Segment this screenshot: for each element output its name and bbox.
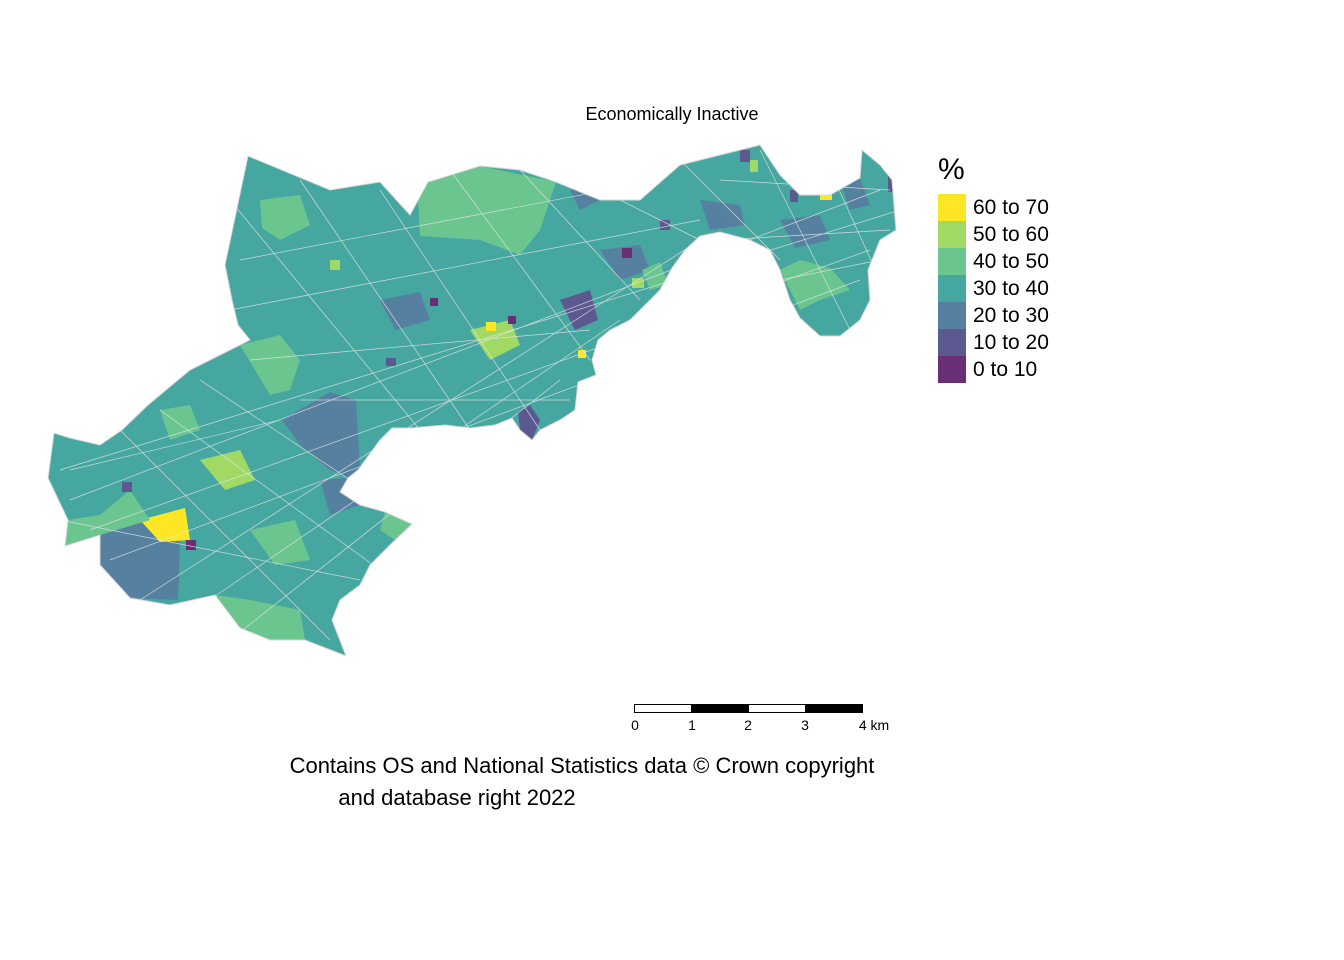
legend-label: 0 to 10 xyxy=(973,357,1038,381)
legend-label: 50 to 60 xyxy=(973,222,1049,246)
legend: % 60 to 70 50 to 60 40 to 50 30 to 40 20… xyxy=(938,152,1049,383)
legend-item: 20 to 30 xyxy=(938,302,1049,329)
legend-swatch xyxy=(938,248,966,275)
scale-tick: 0 xyxy=(631,717,639,733)
map-title: Economically Inactive xyxy=(585,104,759,124)
legend-label: 40 to 50 xyxy=(973,249,1049,273)
legend-title: % xyxy=(938,153,965,186)
scale-segment xyxy=(634,704,692,713)
legend-swatch xyxy=(938,356,966,383)
attribution-line: and database right 2022 xyxy=(338,785,576,810)
legend-label: 20 to 30 xyxy=(973,303,1049,327)
legend-label: 30 to 40 xyxy=(973,276,1049,300)
legend-item: 30 to 40 xyxy=(938,275,1049,302)
attribution-caption: Contains OS and National Statistics data… xyxy=(0,750,1164,814)
legend-swatch xyxy=(938,302,966,329)
legend-item: 50 to 60 xyxy=(938,221,1049,248)
legend-swatch xyxy=(938,329,966,356)
scale-bar: 0 1 2 3 4 km xyxy=(631,704,904,736)
legend-swatch xyxy=(938,194,966,221)
legend-label: 10 to 20 xyxy=(973,330,1049,354)
scale-tick: 1 xyxy=(688,717,696,733)
scale-segment xyxy=(691,704,749,713)
legend-label: 60 to 70 xyxy=(973,195,1049,219)
ward-polygons xyxy=(59,149,896,641)
scale-tick: 3 xyxy=(801,717,809,733)
legend-item: 60 to 70 xyxy=(938,194,1049,221)
legend-item: 40 to 50 xyxy=(938,248,1049,275)
legend-swatch xyxy=(938,275,966,302)
scale-segment xyxy=(748,704,806,713)
legend-item: 10 to 20 xyxy=(938,329,1049,356)
legend-item: 0 to 10 xyxy=(938,356,1049,383)
scale-segment xyxy=(805,704,863,713)
scale-tick: 4 km xyxy=(858,717,890,733)
scale-tick: 2 xyxy=(744,717,752,733)
legend-swatch xyxy=(938,221,966,248)
attribution-line: Contains OS and National Statistics data… xyxy=(289,753,875,778)
